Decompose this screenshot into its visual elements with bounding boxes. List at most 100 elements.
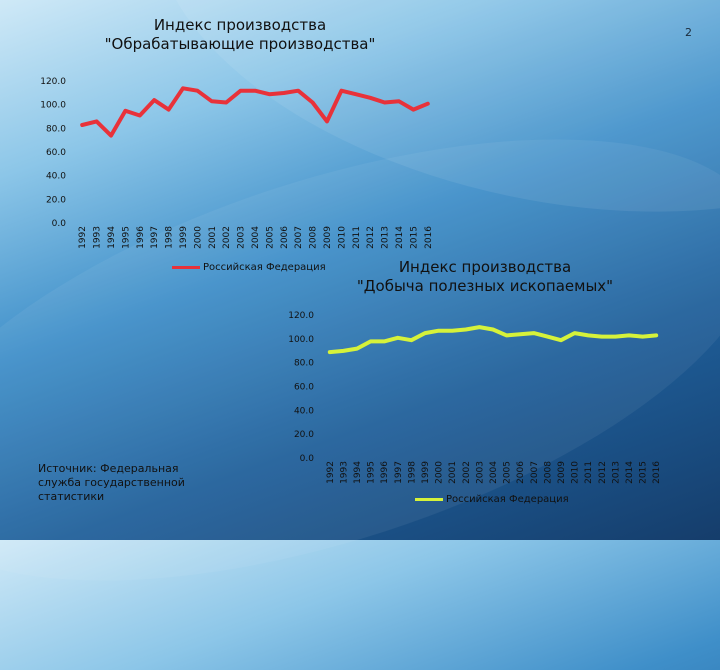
chart1-data-point [426,102,430,106]
chart1-series-line [80,86,430,138]
chart1-legend: Российская Федерация [172,262,326,273]
chart1-data-point [411,108,415,112]
slide-number: 2 [685,26,692,39]
chart1-data-point [181,86,185,90]
chart1-x-tick-label: 1997 [150,226,160,249]
chart1-data-point [354,92,358,96]
chart1-x-tick-label: 2002 [222,226,232,249]
chart1-legend-label: Российская Федерация [203,262,326,273]
chart1-data-point [383,100,387,104]
chart2-title-line1: Индекс производства [398,258,572,276]
chart1-y-tick-label: 100.0 [40,101,66,111]
chart1-data-point [195,89,199,93]
chart1-y-tick-label: 120.0 [40,77,66,87]
chart2-data-point [545,335,549,339]
chart2-x-tick-label: 2001 [448,461,458,484]
chart1-title: Индекс производства "Обрабатывающие прои… [60,16,420,54]
chart1-y-tick-label: 80.0 [46,124,66,134]
chart2-title-line2: "Добыча полезных ископаемых" [356,277,614,295]
chart2-x-tick-label: 2008 [543,461,553,484]
chart2-x-tick-label: 1994 [353,461,363,484]
chart1-x-tick-label: 1993 [93,226,103,249]
chart2-x-tick-label: 1993 [339,461,349,484]
chart2-title: Индекс производства "Добыча полезных иск… [300,258,670,296]
chart2-data-point [505,333,509,337]
chart2-y-tick-label: 60.0 [294,383,314,393]
chart1-x-tick-label: 1999 [179,226,189,249]
chart2-x-tick-label: 1995 [367,461,377,484]
chart2-legend-label: Российская Федерация [446,494,569,505]
chart2-y-tick-label: 80.0 [294,359,314,369]
chart1-x-tick-label: 1998 [165,226,175,249]
chart2-data-point [654,333,658,337]
chart2-x-tick-label: 2013 [611,461,621,484]
chart1-x-tick-label: 2005 [265,226,275,249]
chart1-data-point [80,123,84,127]
chart1-x-tick-label: 2012 [366,226,376,249]
chart2-data-point [450,329,454,333]
chart1-x-tick-label: 2016 [424,226,434,249]
chart1-x-tick-label: 2010 [337,226,347,249]
chart2-x-tick-label: 2011 [584,461,594,484]
chart1-title-line2: "Обрабатывающие производства" [104,35,376,53]
chart2-data-point [641,335,645,339]
chart2-data-point [423,331,427,335]
chart2-x-tick-label: 2006 [516,461,526,484]
chart1-y-tick-label: 40.0 [46,172,66,182]
chart1-data-point [95,119,99,123]
chart1-y-tick-label: 0.0 [52,219,67,229]
chart2-x-tick-label: 1998 [407,461,417,484]
chart1-x-tick-label: 1994 [107,226,117,249]
chart2-data-point [437,329,441,333]
chart1-x-tick-label: 2007 [294,226,304,249]
chart1-x-tick-label: 1995 [121,226,131,249]
chart1-x-tick-label: 2011 [352,226,362,249]
chart2-data-point [341,349,345,353]
chart1-data-point [138,114,142,117]
chart1-y-tick-label: 60.0 [46,148,66,158]
source-note: Источник: Федеральная служба государстве… [38,462,185,503]
chart2-y-tick-label: 100.0 [288,335,314,345]
chart1-data-point [152,98,156,102]
chart2-x-tick-label: 2004 [489,461,499,484]
chart1-data-point [210,99,214,103]
chart2-x-tick-label: 2014 [625,461,635,484]
chart1-x-tick-label: 2006 [280,226,290,249]
chart2-data-point [477,325,481,329]
chart1-data-point [267,92,271,96]
chart2-data-point [573,331,577,335]
chart1-x-tick-label: 2000 [193,226,203,249]
chart2-x-tick-label: 2003 [475,461,485,484]
chart2-legend: Российская Федерация [415,494,569,505]
chart1-data-point [253,89,257,93]
chart1-data-point [239,89,243,93]
chart2-data-point [532,331,536,335]
chart2-y-tick-label: 20.0 [294,430,314,440]
chart2-data-point [600,335,604,339]
chart1-x-tick-label: 2015 [409,226,419,249]
chart1-data-point [397,99,401,103]
chart2-x-tick-label: 1996 [380,461,390,484]
chart2-x-tick-label: 2016 [652,461,662,484]
chart1-x-tick-label: 1996 [136,226,146,249]
chart1-data-point [167,108,171,112]
chart1-x-tick-label: 2001 [208,226,218,249]
chart2-data-point [613,335,617,339]
chart2-data-point [382,339,386,343]
chart1-data-point [368,96,372,100]
chart2-data-point [586,333,590,337]
chart2-data-point [464,327,468,331]
chart1-x-tick-label: 2004 [251,226,261,249]
chart1-data-point [123,109,127,113]
chart1-data-point [282,91,286,95]
chart1-x-tick-label: 2014 [395,226,405,249]
chart2-x-tick-label: 2015 [639,461,649,484]
chart1-x-tick-label: 2008 [309,226,319,249]
chart1-title-line1: Индекс производства [153,16,327,34]
chart2-data-point [396,336,400,340]
chart2-data-point [491,327,495,331]
chart1-data-point [109,134,113,138]
chart2-x-tick-label: 2010 [571,461,581,484]
chart2-x-tick-label: 1999 [421,461,431,484]
